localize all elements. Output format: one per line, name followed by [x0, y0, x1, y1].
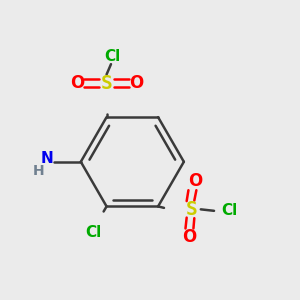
Text: S: S — [186, 200, 198, 219]
Text: N: N — [40, 151, 53, 166]
Text: Cl: Cl — [85, 225, 101, 240]
Text: O: O — [188, 172, 202, 190]
Text: O: O — [70, 74, 84, 92]
Text: S: S — [101, 74, 112, 93]
Text: Cl: Cl — [221, 203, 238, 218]
Text: Cl: Cl — [104, 49, 121, 64]
Text: O: O — [182, 228, 196, 246]
Text: O: O — [129, 74, 143, 92]
Text: H: H — [32, 164, 44, 178]
